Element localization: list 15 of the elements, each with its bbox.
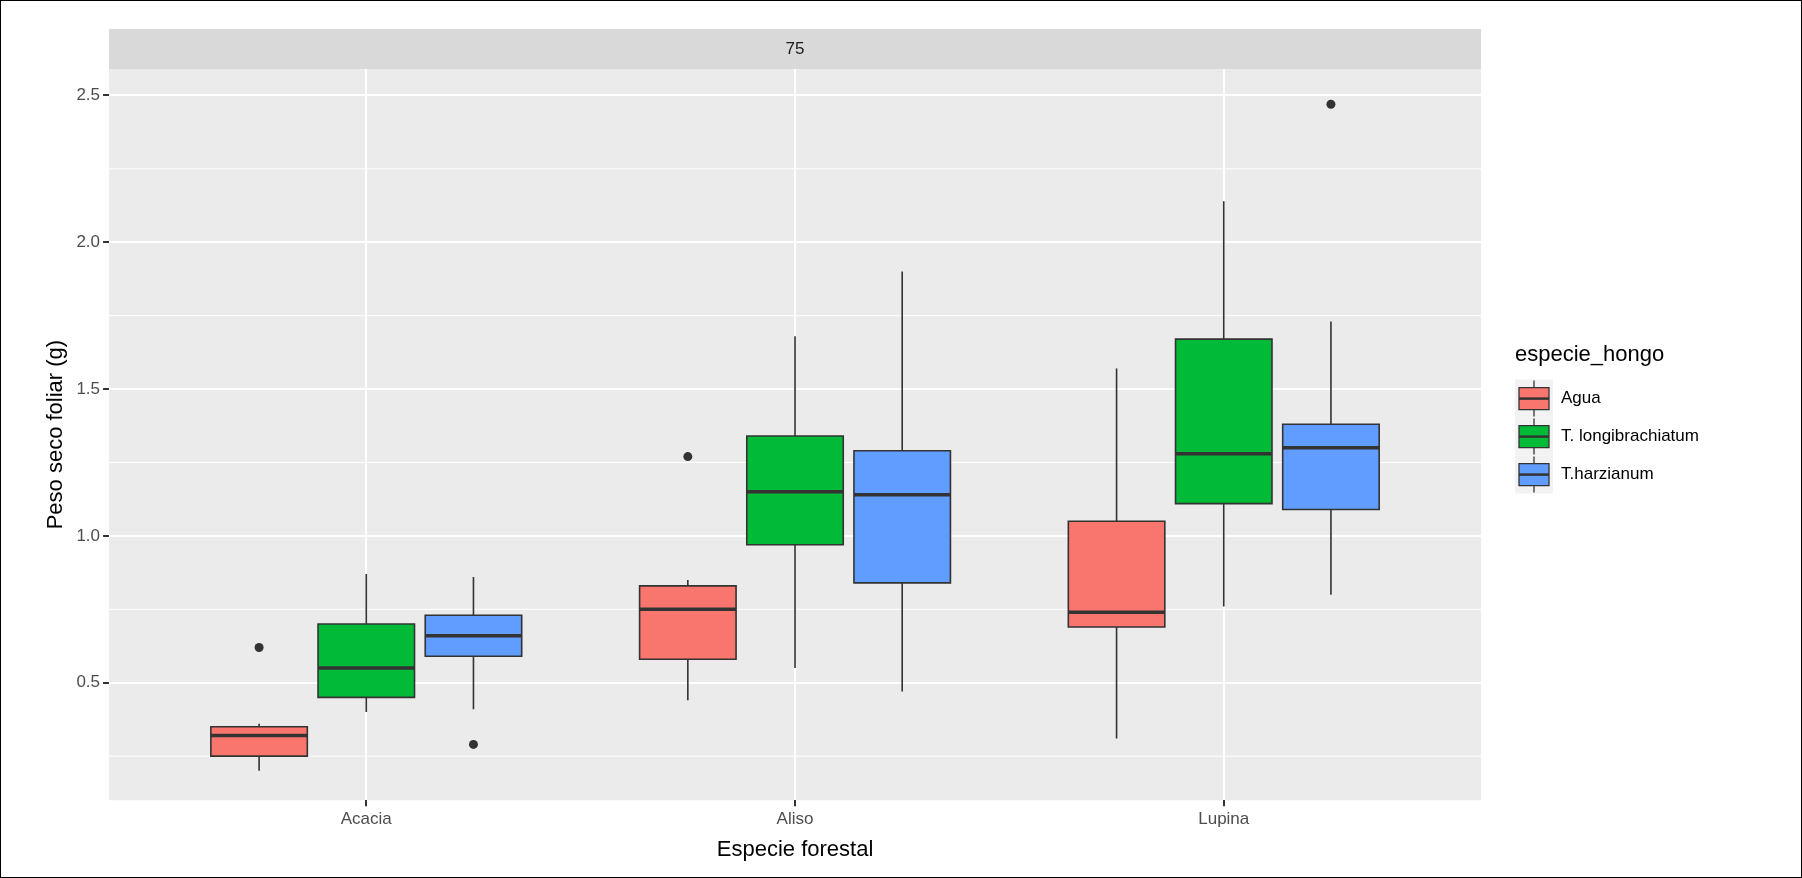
x-axis-title: Especie forestal <box>716 835 874 861</box>
x-tick-label: Lupina <box>1198 809 1250 829</box>
y-tick-label: 2.5 <box>76 85 101 105</box>
y-tick-label: 0.5 <box>76 672 101 692</box>
y-tick-label: 1.0 <box>76 525 101 545</box>
y-axis-title: Peso seco foliar (g) <box>42 339 68 530</box>
x-tick-label: Aliso <box>776 809 814 829</box>
legend-label: T. longibrachiatum <box>1561 426 1699 446</box>
y-tick-label: 1.5 <box>76 378 101 398</box>
legend-title: especie_hongo <box>1515 340 1665 366</box>
y-tick-label: 2.0 <box>76 231 101 251</box>
legend-label: T.harzianum <box>1561 464 1654 484</box>
x-tick-label: Acacia <box>340 809 393 829</box>
chart-subtitle: 75 <box>785 38 805 58</box>
legend-label: Agua <box>1561 388 1602 408</box>
